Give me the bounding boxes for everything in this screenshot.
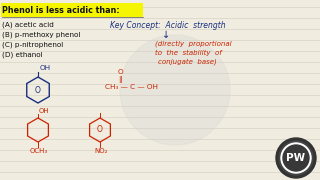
Text: O: O bbox=[35, 86, 41, 94]
Text: Key Concept:  Acidic  strength: Key Concept: Acidic strength bbox=[110, 21, 226, 30]
Text: NO₂: NO₂ bbox=[94, 148, 108, 154]
Circle shape bbox=[281, 143, 311, 173]
Text: (B) p-methoxy phenol: (B) p-methoxy phenol bbox=[2, 32, 80, 38]
Circle shape bbox=[279, 141, 313, 175]
Circle shape bbox=[283, 145, 309, 171]
Text: conjugate  base): conjugate base) bbox=[158, 59, 217, 65]
Text: to  the  stability  of: to the stability of bbox=[155, 50, 222, 56]
Text: ↓: ↓ bbox=[162, 30, 170, 40]
Circle shape bbox=[276, 138, 316, 178]
Text: ||: || bbox=[118, 75, 123, 82]
Text: (D) ethanol: (D) ethanol bbox=[2, 52, 43, 58]
Text: CH₃ — C — OH: CH₃ — C — OH bbox=[105, 84, 158, 90]
Text: O: O bbox=[97, 125, 103, 134]
Text: O: O bbox=[118, 69, 124, 75]
Text: (C) p-nitrophenol: (C) p-nitrophenol bbox=[2, 42, 63, 48]
FancyBboxPatch shape bbox=[1, 3, 143, 17]
Text: (directly  proportional: (directly proportional bbox=[155, 41, 232, 47]
Circle shape bbox=[120, 35, 230, 145]
Text: OCH₃: OCH₃ bbox=[30, 148, 48, 154]
Text: Phenol is less acidic than:: Phenol is less acidic than: bbox=[2, 6, 120, 15]
Text: PW: PW bbox=[286, 153, 306, 163]
Text: (A) acetic acid: (A) acetic acid bbox=[2, 22, 54, 28]
Text: OH: OH bbox=[40, 65, 51, 71]
Text: OH: OH bbox=[39, 108, 50, 114]
